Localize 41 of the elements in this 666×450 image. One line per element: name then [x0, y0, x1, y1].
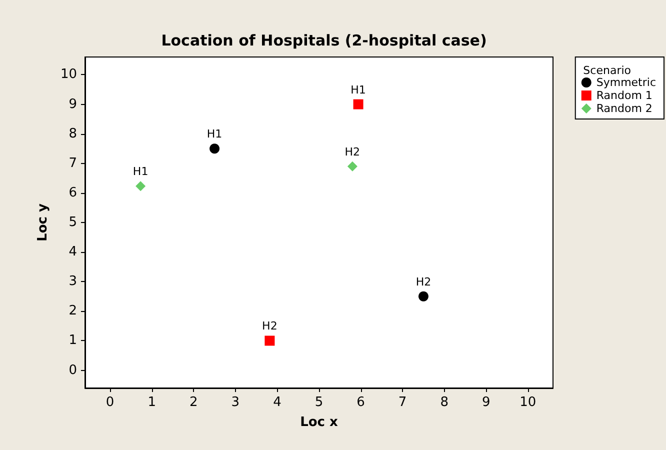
y-tick-label: 10: [60, 67, 77, 82]
y-tick-label: 8: [68, 126, 77, 142]
y-tick-label: 5: [68, 215, 77, 230]
x-tick-label: 10: [520, 395, 536, 410]
x-tick-label: 8: [440, 395, 448, 410]
y-tick-label: 4: [68, 244, 77, 260]
data-label: H1: [132, 165, 148, 178]
x-tick-label: 6: [356, 395, 365, 410]
x-tick-label: 9: [482, 395, 490, 410]
data-label: H1: [350, 83, 366, 96]
x-tick-label: 4: [273, 395, 282, 410]
point: [210, 144, 220, 154]
x-axis-title: Loc x: [300, 415, 339, 430]
y-tick-label: 1: [68, 333, 77, 348]
y-tick-label: 3: [68, 274, 77, 290]
point: [136, 181, 146, 192]
legend-label: Symmetric: [596, 76, 656, 89]
y-tick-label: 7: [68, 156, 77, 171]
data-label: H2: [416, 275, 432, 288]
legend-label: Random 1: [596, 89, 652, 102]
data-label: H1: [206, 128, 222, 141]
point: [418, 291, 428, 302]
point: [264, 336, 275, 346]
x-tick-label: 1: [148, 395, 156, 410]
data-label: H2: [344, 145, 360, 158]
point: [347, 161, 358, 172]
y-tick-label: 0: [68, 362, 77, 378]
y-tick-label: 6: [68, 185, 77, 200]
legend-title: Scenario: [583, 64, 632, 77]
y-axis-title: Loc y: [36, 203, 51, 242]
x-tick-label: 3: [231, 395, 240, 410]
x-tick-label: 7: [398, 395, 407, 410]
point: [353, 99, 364, 110]
x-tick-label: 0: [106, 395, 114, 410]
data-label: H2: [262, 320, 278, 333]
x-tick-label: 5: [314, 395, 324, 410]
y-tick-label: 9: [68, 96, 77, 112]
x-tick-label: 2: [190, 395, 198, 410]
chart-title: Location of Hospitals (2-hospital case): [161, 32, 487, 50]
y-tick-label: 2: [68, 304, 77, 319]
legend-label: Random 2: [596, 102, 652, 115]
